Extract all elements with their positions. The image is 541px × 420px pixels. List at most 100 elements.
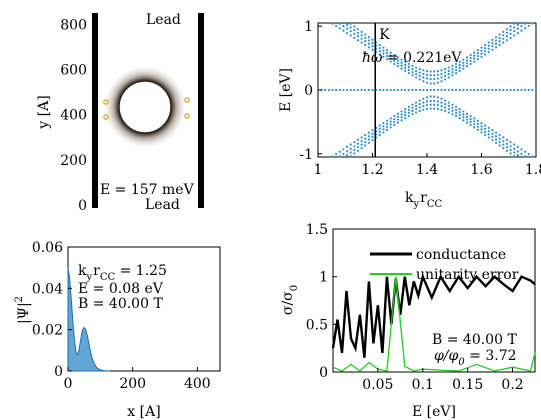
band-point — [465, 88, 469, 92]
band-point — [531, 22, 534, 25]
wave-x-tick-label: 200 — [119, 376, 146, 392]
band-point — [473, 123, 476, 126]
band-point — [476, 128, 479, 131]
wave-y-tick-label: 0 — [54, 364, 63, 380]
band-point — [502, 34, 505, 37]
band-point — [462, 61, 465, 64]
band-point — [498, 133, 501, 137]
band-point — [360, 30, 363, 33]
band-point — [447, 101, 450, 104]
band-point — [484, 130, 487, 133]
band-point — [473, 117, 476, 120]
band-point — [524, 27, 527, 30]
band-point — [385, 52, 389, 55]
band-point — [494, 42, 498, 45]
band-point — [513, 22, 516, 25]
cond-y-tick-label: 1 — [319, 270, 328, 286]
bands-x-main: k — [405, 190, 414, 206]
band-point — [505, 31, 509, 34]
band-point — [502, 37, 505, 40]
band-point — [422, 88, 425, 92]
band-point — [469, 56, 472, 60]
band-point — [429, 95, 432, 98]
band-point — [425, 100, 429, 103]
band-point — [465, 118, 469, 121]
band-point — [418, 99, 421, 102]
band-point — [436, 69, 439, 73]
cond-phi-val: = 3.72 — [465, 348, 517, 364]
band-point — [400, 61, 403, 64]
band-point — [487, 41, 490, 44]
band-point — [356, 39, 360, 42]
band-point — [378, 124, 381, 127]
band-point — [338, 150, 341, 153]
band-point — [396, 88, 400, 92]
band-point — [382, 122, 385, 125]
band-point — [473, 126, 476, 129]
band-point — [422, 72, 425, 75]
band-point — [509, 152, 512, 155]
band-point — [454, 111, 458, 114]
band-point — [353, 88, 356, 92]
band-point — [444, 74, 447, 78]
band-point — [505, 146, 509, 149]
band-point — [345, 23, 349, 26]
band-point — [382, 55, 385, 58]
cond-frame — [332, 228, 536, 373]
band-point — [502, 88, 505, 92]
device-y-tick-label: 400 — [60, 108, 87, 124]
band-point — [415, 104, 418, 107]
band-point — [418, 74, 421, 78]
band-point — [422, 101, 425, 104]
band-point — [396, 115, 400, 118]
band-point — [371, 135, 374, 139]
band-point — [458, 69, 461, 72]
band-point — [462, 116, 465, 119]
band-point — [385, 122, 389, 125]
panel-conductance: conductance unitarity error B = 40.00 T … — [280, 222, 536, 420]
band-point — [498, 144, 501, 147]
band-point — [491, 41, 494, 45]
band-point — [436, 104, 439, 107]
band-point — [389, 51, 392, 54]
band-point — [385, 49, 389, 52]
band-point — [451, 68, 454, 71]
band-point — [491, 48, 494, 51]
wave-x-label: x [A] — [127, 404, 160, 420]
band-point — [331, 155, 334, 158]
band-point — [484, 127, 487, 130]
band-point — [378, 88, 381, 92]
band-point — [476, 125, 479, 128]
band-point — [513, 155, 516, 158]
band-point — [411, 109, 414, 112]
band-point — [484, 133, 487, 137]
band-point — [356, 138, 360, 141]
band-point — [371, 45, 374, 48]
device-y-tick-label: 800 — [60, 17, 87, 33]
band-point — [447, 73, 450, 76]
band-point — [498, 137, 501, 140]
band-point — [487, 126, 490, 129]
band-point — [378, 50, 381, 53]
band-point — [458, 63, 461, 67]
left-lead-bar — [92, 13, 98, 208]
band-point — [393, 56, 396, 60]
band-point — [360, 143, 363, 146]
band-point — [484, 53, 487, 56]
energy-annotation: E = 157 meV — [100, 182, 195, 198]
band-point — [360, 41, 363, 44]
band-point — [364, 43, 367, 47]
band-point — [404, 108, 407, 111]
band-point — [407, 105, 410, 108]
band-point — [335, 88, 338, 92]
band-point — [404, 69, 407, 72]
band-point — [498, 36, 501, 40]
right-lead-bar — [198, 13, 204, 208]
band-point — [469, 62, 472, 66]
band-point — [454, 114, 458, 118]
band-point — [451, 74, 454, 77]
band-point — [494, 88, 498, 92]
band-point — [469, 114, 472, 118]
band-point — [378, 133, 381, 137]
band-point — [407, 62, 410, 66]
